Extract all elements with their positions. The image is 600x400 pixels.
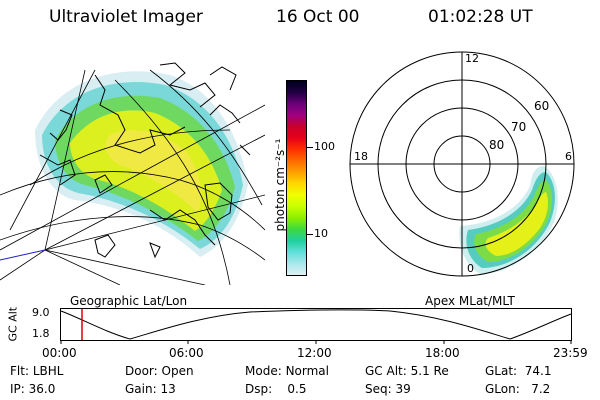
param-door: Door: Open [125, 364, 194, 378]
mlt-label-12: 12 [465, 52, 479, 65]
polar-emission-core [485, 192, 548, 256]
colorbar-label-100: 100 [314, 140, 335, 153]
auroral-emission-hotspot [105, 130, 202, 213]
param-seq: Seq: 39 [365, 382, 411, 396]
altitude-curve [60, 309, 572, 340]
colorbar-unit-label: photon cm⁻²s⁻¹ [273, 138, 287, 232]
time-tick-0000: 00:00 [42, 346, 77, 360]
time-ticks [60, 340, 572, 344]
time-tick-1800: 18:00 [425, 346, 460, 360]
right-panel-caption: Apex MLat/MLT [425, 294, 515, 308]
time-tick-0600: 06:00 [169, 346, 204, 360]
latitude-rings [349, 51, 575, 277]
alt-tick-9: 9.0 [32, 306, 50, 319]
altitude-strip [60, 308, 572, 344]
param-ip: IP: 36.0 [10, 382, 56, 396]
left-panel-caption: Geographic Lat/Lon [70, 294, 188, 308]
lat-label-70: 70 [511, 120, 526, 134]
param-glat: GLat: 74.1 [485, 364, 552, 378]
instrument-title: Ultraviolet Imager [49, 7, 203, 27]
observation-time: 01:02:28 UT [428, 7, 533, 27]
param-dsp: Dsp: 0.5 [245, 382, 307, 396]
colorbar-gradient [287, 81, 306, 275]
polar-mlt-plot: 12 18 6 0 60 70 80 [349, 51, 575, 277]
colorbar-label-10: 10 [314, 227, 328, 240]
colorbar-tick-10 [307, 234, 313, 235]
geographic-map-panel [0, 62, 265, 285]
colorbar-tick-100 [307, 147, 313, 148]
terminator-line [0, 249, 46, 261]
mlt-label-18: 18 [354, 150, 368, 163]
param-gain: Gain: 13 [125, 382, 176, 396]
colorbar [286, 80, 307, 276]
time-tick-1200: 12:00 [297, 346, 332, 360]
lat-label-80: 80 [489, 138, 504, 152]
alt-axis-label: GC Alt [6, 306, 20, 342]
param-glon: GLon: 7.2 [485, 382, 551, 396]
alt-tick-1-8: 1.8 [32, 327, 50, 340]
lat-label-60: 60 [534, 99, 549, 113]
observation-date: 16 Oct 00 [276, 7, 360, 27]
coastlines [39, 62, 251, 259]
param-gc-alt: GC Alt: 5.1 Re [365, 364, 449, 378]
altitude-frame [60, 308, 572, 341]
time-tick-2359: 23:59 [553, 346, 588, 360]
param-flt: Flt: LBHL [10, 364, 64, 378]
mlt-label-6: 6 [565, 150, 572, 163]
param-mode: Mode: Normal [245, 364, 329, 378]
lat-lon-grid [0, 69, 265, 285]
mlt-label-0: 0 [467, 262, 474, 275]
